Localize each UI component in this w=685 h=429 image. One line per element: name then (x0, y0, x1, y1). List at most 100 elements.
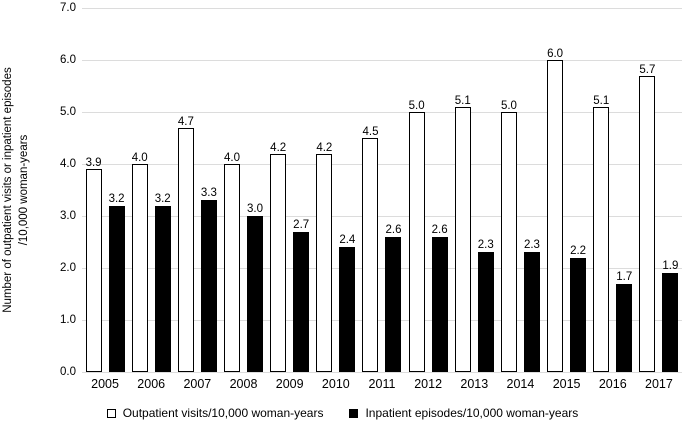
inpatient-bar-2016: 1.7 (616, 271, 633, 372)
inpatient-bar-label-2009: 2.7 (293, 218, 310, 231)
outpatient-bar-2015: 6.0 (547, 48, 564, 372)
bar-group-2012: 5.0 2.6 (405, 8, 451, 372)
x-tick-label-2007: 2007 (183, 377, 212, 391)
inpatient-bar-2014: 2.3 (523, 239, 540, 372)
gridline-0.0 (82, 372, 682, 373)
x-tick-label-2017: 2017 (645, 377, 673, 391)
outpatient-bar-label-2008: 4.0 (224, 152, 241, 164)
outpatient-bar-2011: 4.5 (362, 126, 379, 372)
y-axis-title-line2: /10,000 woman-years (17, 134, 30, 246)
inpatient-bar-2013: 2.3 (477, 239, 494, 372)
x-tick-label-2010: 2010 (321, 377, 350, 391)
y-axis-title-line1: Number of outpatient visits or inpatient… (2, 67, 14, 313)
bar-group-2016: 5.1 1.7 (590, 8, 636, 372)
bar-group-2009: 4.2 2.7 (267, 8, 313, 372)
inpatient-bar-2010: 2.4 (339, 234, 356, 372)
y-tick-label-7.0: 7.0 (60, 2, 76, 14)
bar-group-2007: 4.7 3.3 (174, 8, 220, 372)
gridline-1.0 (82, 320, 682, 321)
legend-label-outpatient: Outpatient visits/10,000 woman-years (122, 406, 324, 420)
y-tick-label-3.0: 3.0 (60, 210, 76, 222)
inpatient-bar-2005: 3.2 (108, 193, 125, 372)
outpatient-bar-2005: 3.9 (85, 157, 102, 372)
gridline-7.0 (82, 8, 682, 9)
inpatient-bar-label-2011: 2.6 (385, 223, 402, 236)
legend-item-outpatient: Outpatient visits/10,000 woman-years (106, 406, 324, 420)
inpatient-bar-2006: 3.2 (154, 193, 171, 372)
inpatient-bar-2011: 2.6 (385, 224, 402, 372)
inpatient-bar-2009: 2.7 (293, 219, 310, 372)
x-tick-label-2008: 2008 (229, 377, 258, 391)
filled-square-icon (349, 408, 359, 418)
y-tick-label-5.0: 5.0 (60, 106, 76, 118)
outpatient-bar-label-2006: 4.0 (131, 152, 148, 164)
bar-group-2010: 4.2 2.4 (313, 8, 359, 372)
gridline-3.0 (82, 216, 682, 217)
x-tick-label-2011: 2011 (368, 377, 396, 391)
inpatient-bar-label-2013: 2.3 (477, 239, 494, 252)
bar-group-2006: 4.0 3.2 (128, 8, 174, 372)
legend-item-inpatient: Inpatient episodes/10,000 woman-years (349, 406, 578, 420)
inpatient-bar-2007: 3.3 (200, 187, 217, 372)
x-tick-label-2012: 2012 (414, 377, 443, 391)
gridline-4.0 (82, 164, 682, 165)
gridline-2.0 (82, 268, 682, 269)
x-tick-label-2014: 2014 (506, 377, 535, 391)
open-square-icon (106, 408, 116, 418)
outpatient-bar-2017: 5.7 (639, 64, 656, 372)
inpatient-bar-label-2012: 2.6 (431, 223, 448, 236)
inpatient-bar-2012: 2.6 (431, 224, 448, 372)
inpatient-bar-label-2016: 1.7 (616, 270, 633, 283)
inpatient-bar-label-2007: 3.3 (200, 187, 217, 200)
y-tick-label-0.0: 0.0 (60, 366, 76, 378)
x-tick-label-2005: 2005 (91, 377, 119, 391)
x-tick-label-2009: 2009 (275, 377, 304, 391)
bar-group-2017: 5.7 1.9 (636, 8, 682, 372)
inpatient-bar-2017: 1.9 (662, 260, 679, 372)
outpatient-bar-2013: 5.1 (454, 95, 471, 372)
inpatient-bar-label-2005: 3.2 (108, 192, 125, 205)
inpatient-bar-label-2014: 2.3 (523, 239, 540, 252)
x-tick-label-2016: 2016 (598, 377, 627, 391)
inpatient-bar-2015: 2.2 (570, 245, 587, 372)
bar-group-2011: 4.5 2.6 (359, 8, 405, 372)
outpatient-bar-label-2013: 5.1 (454, 94, 471, 107)
inpatient-bar-label-2017: 1.9 (662, 260, 679, 273)
bar-group-2008: 4.0 3.0 (220, 8, 266, 372)
outpatient-bar-label-2010: 4.2 (316, 141, 333, 154)
outpatient-bar-label-2009: 4.2 (270, 141, 287, 154)
outpatient-bar-2006: 4.0 (131, 152, 148, 372)
outpatient-bar-label-2016: 5.1 (593, 94, 610, 107)
bar-group-2013: 5.1 2.3 (451, 8, 497, 372)
outpatient-bar-2012: 5.0 (408, 100, 425, 372)
y-tick-label-1.0: 1.0 (60, 314, 76, 326)
outpatient-bar-2010: 4.2 (316, 142, 333, 372)
y-tick-label-2.0: 2.0 (60, 262, 76, 274)
inpatient-bar-label-2015: 2.2 (570, 244, 587, 257)
outpatient-bar-label-2012: 5.0 (408, 100, 425, 112)
y-axis-title: Number of outpatient visits or inpatient… (1, 8, 35, 372)
outpatient-bar-2016: 5.1 (593, 95, 610, 372)
bar-group-2015: 6.0 2.2 (544, 8, 590, 372)
outpatient-bar-label-2011: 4.5 (362, 126, 379, 138)
plot-area: 3.9 3.2 4.0 3.2 4.7 3.3 4.0 3.0 4.2 2.7 4.2 2.4 4.5 2… (82, 8, 682, 373)
bar-group-2005: 3.9 3.2 (82, 8, 128, 372)
y-tick-label-6.0: 6.0 (60, 54, 76, 66)
outpatient-bar-2008: 4.0 (224, 152, 241, 372)
outpatient-bar-2014: 5.0 (500, 100, 517, 372)
x-tick-label-2006: 2006 (137, 377, 166, 391)
outpatient-bar-label-2007: 4.7 (177, 115, 194, 128)
y-tick-label-4.0: 4.0 (60, 158, 76, 170)
inpatient-bar-label-2006: 3.2 (154, 192, 171, 205)
inpatient-bar-label-2008: 3.0 (247, 203, 264, 215)
outpatient-bar-2007: 4.7 (177, 116, 194, 372)
outpatient-bar-label-2017: 5.7 (639, 63, 656, 76)
legend: Outpatient visits/10,000 woman-years Inpa… (0, 406, 685, 420)
legend-label-inpatient: Inpatient episodes/10,000 woman-years (365, 406, 579, 420)
gridline-5.0 (82, 112, 682, 113)
bar-group-2014: 5.0 2.3 (497, 8, 543, 372)
gridline-6.0 (82, 60, 682, 61)
outpatient-bar-label-2014: 5.0 (500, 100, 517, 112)
inpatient-bar-label-2010: 2.4 (339, 234, 356, 247)
